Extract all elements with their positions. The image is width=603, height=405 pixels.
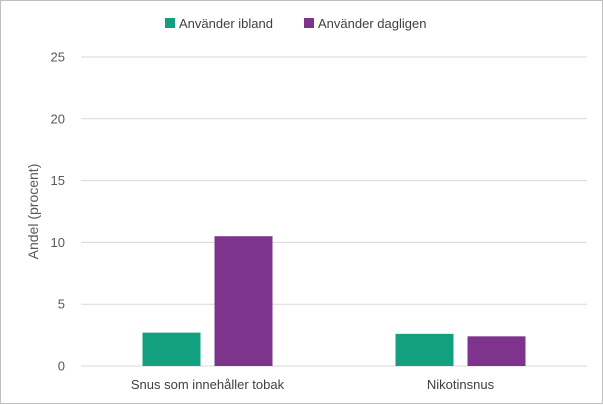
- legend-swatch: [165, 18, 175, 28]
- x-category-label: Nikotinsnus: [427, 377, 495, 392]
- bar: [467, 336, 526, 366]
- y-axis-label: Andel (procent): [25, 164, 41, 260]
- x-category-label: Snus som innehåller tobak: [131, 377, 285, 392]
- bar: [214, 236, 273, 366]
- y-tick-label: 25: [51, 50, 65, 65]
- legend-label: Använder ibland: [179, 16, 273, 31]
- y-tick-label: 0: [58, 359, 65, 374]
- bar: [395, 333, 454, 366]
- y-tick-label: 10: [51, 235, 65, 250]
- y-tick-label: 15: [51, 173, 65, 188]
- legend-label: Använder dagligen: [318, 16, 426, 31]
- y-tick-label: 5: [58, 297, 65, 312]
- legend-swatch: [304, 18, 314, 28]
- y-tick-label: 20: [51, 111, 65, 126]
- bar: [142, 332, 201, 366]
